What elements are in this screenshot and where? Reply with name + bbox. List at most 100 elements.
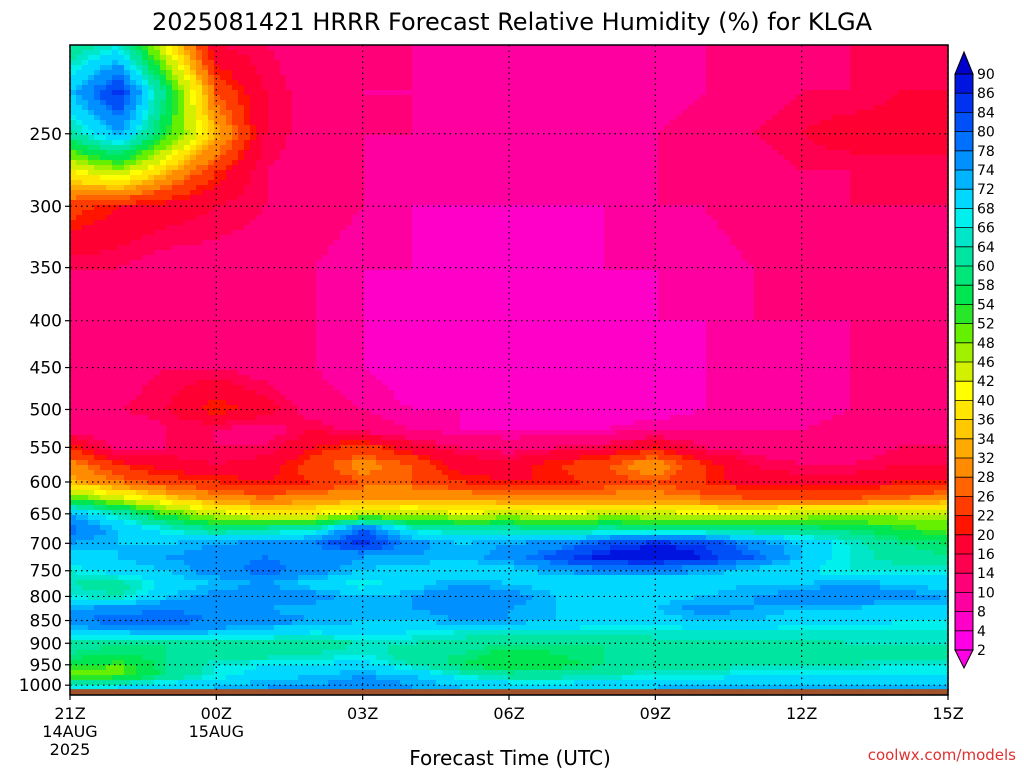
rh-cell — [916, 210, 923, 216]
rh-cell — [898, 65, 905, 71]
rh-cell — [610, 85, 617, 91]
rh-cell — [766, 130, 773, 136]
rh-cell — [688, 155, 695, 161]
rh-cell — [166, 150, 173, 156]
rh-cell — [154, 175, 161, 181]
rh-cell — [376, 45, 383, 51]
rh-cell — [424, 80, 431, 86]
rh-cell — [130, 50, 137, 56]
rh-cell — [520, 100, 527, 106]
rh-cell — [892, 190, 899, 196]
rh-cell — [622, 145, 629, 151]
rh-cell — [598, 180, 605, 186]
rh-cell — [658, 155, 665, 161]
rh-cell — [454, 160, 461, 166]
rh-cell — [538, 185, 545, 191]
rh-cell — [208, 170, 215, 176]
rh-cell — [82, 205, 89, 211]
rh-cell — [796, 70, 803, 76]
rh-cell — [496, 50, 503, 56]
rh-cell — [580, 155, 587, 161]
rh-cell — [436, 50, 443, 56]
rh-cell — [448, 55, 455, 61]
rh-cell — [592, 150, 599, 156]
rh-cell — [268, 45, 275, 51]
rh-cell — [820, 65, 827, 71]
rh-cell — [358, 205, 365, 211]
rh-cell — [664, 160, 671, 166]
rh-cell — [550, 50, 557, 56]
rh-cell — [784, 55, 791, 61]
rh-cell — [676, 100, 683, 106]
rh-cell — [880, 155, 887, 161]
rh-cell — [880, 90, 887, 96]
rh-cell — [100, 165, 107, 171]
rh-cell — [442, 115, 449, 121]
rh-cell — [778, 75, 785, 81]
rh-cell — [118, 90, 125, 96]
rh-cell — [700, 120, 707, 126]
rh-cell — [304, 110, 311, 116]
rh-cell — [262, 50, 269, 56]
rh-cell — [154, 50, 161, 56]
rh-cell — [136, 205, 143, 211]
rh-cell — [112, 180, 119, 186]
rh-cell — [640, 190, 647, 196]
rh-cell — [472, 125, 479, 131]
rh-cell — [628, 60, 635, 66]
rh-cell — [814, 175, 821, 181]
rh-cell — [250, 150, 257, 156]
rh-cell — [322, 185, 329, 191]
rh-cell — [694, 105, 701, 111]
rh-cell — [358, 75, 365, 81]
rh-cell — [538, 210, 545, 216]
rh-cell — [346, 185, 353, 191]
rh-cell — [790, 150, 797, 156]
rh-cell — [520, 165, 527, 171]
rh-cell — [652, 90, 659, 96]
rh-cell — [292, 55, 299, 61]
rh-cell — [256, 205, 263, 211]
rh-cell — [70, 105, 77, 111]
rh-cell — [766, 120, 773, 126]
rh-cell — [424, 90, 431, 96]
rh-cell — [874, 60, 881, 66]
rh-cell — [880, 175, 887, 181]
rh-cell — [928, 55, 935, 61]
rh-cell — [754, 150, 761, 156]
rh-cell — [628, 55, 635, 61]
rh-cell — [916, 170, 923, 176]
rh-cell — [832, 190, 839, 196]
rh-cell — [850, 80, 857, 86]
rh-cell — [694, 155, 701, 161]
rh-cell — [502, 200, 509, 206]
rh-cell — [604, 50, 611, 56]
rh-cell — [484, 195, 491, 201]
rh-cell — [916, 120, 923, 126]
rh-cell — [838, 80, 845, 86]
rh-cell — [814, 55, 821, 61]
rh-cell — [76, 45, 83, 51]
rh-cell — [886, 120, 893, 126]
rh-cell — [70, 50, 77, 56]
rh-cell — [250, 65, 257, 71]
rh-cell — [244, 115, 251, 121]
rh-cell — [730, 135, 737, 141]
rh-cell — [886, 195, 893, 201]
rh-cell — [700, 170, 707, 176]
rh-cell — [586, 50, 593, 56]
rh-cell — [82, 105, 89, 111]
rh-cell — [544, 200, 551, 206]
rh-cell — [784, 130, 791, 136]
rh-cell — [214, 205, 221, 211]
rh-cell — [358, 95, 365, 101]
rh-cell — [478, 95, 485, 101]
rh-cell — [934, 115, 941, 121]
rh-cell — [358, 115, 365, 121]
rh-cell — [238, 145, 245, 151]
rh-cell — [460, 50, 467, 56]
rh-cell — [256, 45, 263, 51]
rh-cell — [676, 45, 683, 51]
rh-cell — [466, 170, 473, 176]
rh-cell — [82, 180, 89, 186]
